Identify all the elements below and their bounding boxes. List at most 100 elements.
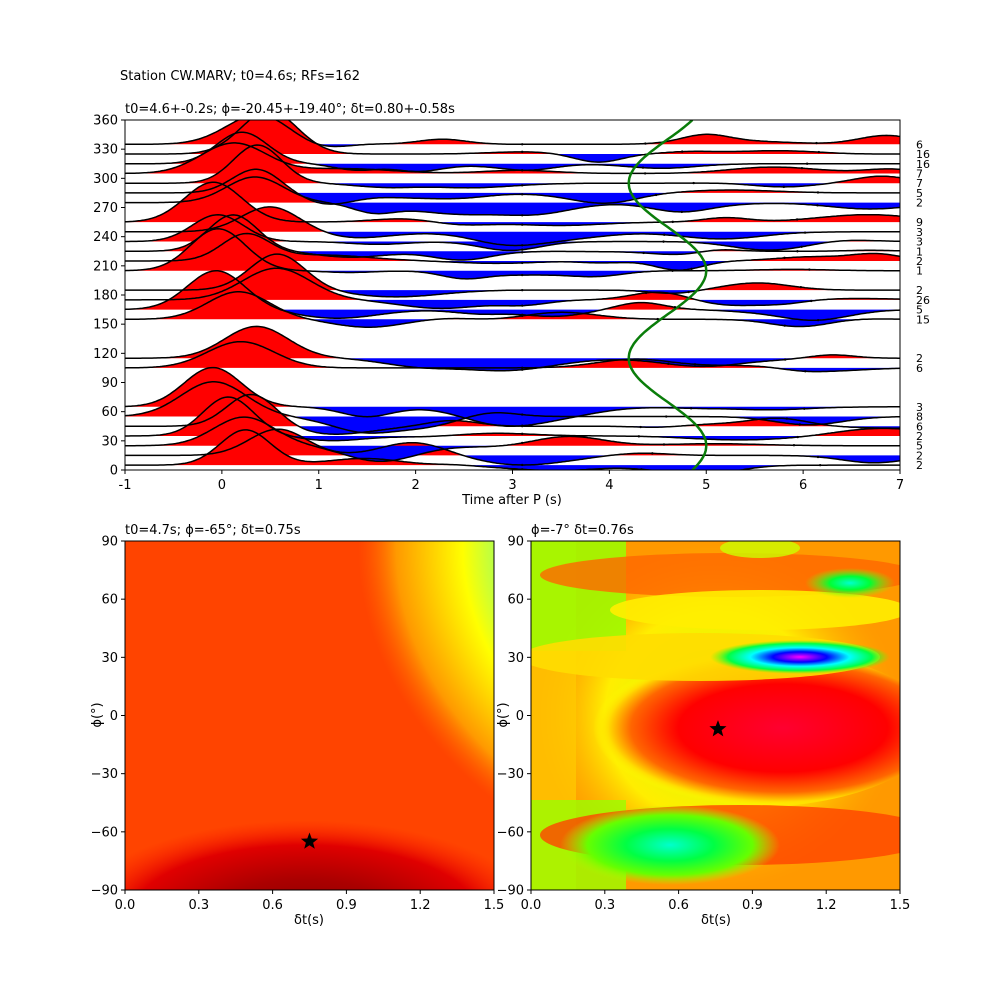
trace-count-label: 15 [916, 313, 930, 326]
trace-count-label: 2 [916, 459, 923, 472]
top-x-tick-label: 2 [411, 478, 419, 493]
trace-marker [785, 417, 789, 420]
heatmap-y-tick-label: −30 [497, 767, 524, 782]
trace-positive-fill [125, 214, 900, 252]
trace-count-label: 2 [916, 430, 923, 443]
top-y-tick-label: 60 [101, 405, 118, 420]
trace-line [125, 214, 900, 261]
trace-line [125, 206, 900, 247]
right-y-axis-label: ϕ(°) [496, 702, 511, 727]
trace-count-label: 3 [916, 401, 923, 414]
trace-count-label: 2 [916, 284, 923, 297]
trace-count-label: 16 [916, 148, 930, 161]
heatmap-y-tick-label: 0 [516, 709, 524, 724]
trace-marker [816, 455, 820, 459]
top-y-tick-label: 240 [93, 230, 118, 245]
trace-line [125, 340, 900, 373]
trace-marker [520, 304, 524, 307]
trace-positive-fill [125, 254, 900, 291]
heatmap-x-tick-label: 0.0 [115, 898, 136, 913]
heatmap-y-tick-label: 30 [507, 651, 524, 666]
trace-marker [800, 245, 803, 248]
trace-marker [805, 162, 809, 165]
top-y-tick-label: 300 [93, 172, 118, 187]
trace-count-label: 26 [916, 294, 930, 307]
trace-marker [800, 166, 804, 170]
heatmap-x-tick-label: 0.6 [262, 898, 283, 913]
trace-marker [795, 218, 799, 221]
trace-line [125, 120, 900, 163]
trace-marker [783, 358, 787, 361]
trace-marker [643, 172, 647, 175]
trace-line [125, 366, 900, 427]
top-x-tick-label: 5 [702, 478, 710, 493]
top-x-axis-label: Time after P (s) [461, 493, 562, 508]
trace-count-label: 2 [916, 449, 923, 462]
trace-marker [783, 256, 786, 260]
predicted-t0-curve [627, 120, 708, 470]
heatmap-y-tick-label: −60 [497, 825, 524, 840]
heatmap-x-tick-label: 0.9 [742, 898, 763, 913]
top-y-tick-label: 360 [93, 114, 118, 129]
trace-marker [520, 168, 524, 172]
trace-marker [644, 142, 647, 145]
trace-marker [816, 204, 819, 207]
heatmap-x-tick-label: 1.2 [816, 898, 837, 913]
trace-marker [520, 248, 524, 251]
trace-marker [796, 435, 799, 439]
trace-positive-fill [125, 120, 900, 145]
heatmap-x-tick-label: 0.3 [188, 898, 209, 913]
top-y-tick-label: 0 [110, 464, 118, 479]
left-panel-title: t0=4.7s; ϕ=-65°; δt=0.75s [125, 523, 301, 538]
trace-count-label: 7 [916, 167, 923, 180]
trace-marker [520, 432, 524, 436]
heatmap-y-tick-label: 30 [101, 651, 118, 666]
best-fit-star-marker [300, 832, 319, 849]
heatmap-x-tick-label: 0.6 [668, 898, 689, 913]
trace-marker [520, 214, 524, 217]
trace-marker [808, 268, 811, 271]
trace-count-label: 6 [916, 138, 923, 151]
trace-marker [667, 362, 670, 366]
trace-line [125, 253, 900, 298]
trace-positive-fill [125, 291, 900, 320]
top-y-tick-label: 90 [101, 376, 118, 391]
heatmap-x-tick-label: 0.9 [336, 898, 357, 913]
trace-line [125, 267, 900, 310]
trace-marker [520, 251, 524, 254]
trace-positive-fill [125, 367, 900, 407]
receiver-function-panel: t0=4.6+-0.2s; ϕ=-20.45+-19.40°; δt=0.80+… [93, 102, 930, 508]
trace-positive-fill [125, 417, 900, 446]
trace-marker [803, 231, 807, 234]
right-panel-title: ϕ=-7° δt=0.76s [531, 523, 634, 538]
right-x-axis-label: δt(s) [701, 913, 731, 928]
trace-marker [796, 250, 799, 253]
trace-line [125, 232, 900, 271]
trace-marker [687, 290, 690, 294]
trace-line [125, 429, 900, 470]
trace-marker [673, 306, 677, 309]
trace-negative-fill [125, 358, 900, 371]
trace-marker [816, 191, 820, 194]
top-y-tick-label: 120 [93, 347, 118, 362]
top-y-tick-label: 180 [93, 289, 118, 304]
trace-marker [792, 444, 796, 447]
trace-marker [654, 193, 658, 197]
trace-marker [644, 291, 648, 295]
trace-line [125, 168, 900, 205]
trace-marker [680, 150, 684, 153]
heatmap-x-tick-label: 0.0 [521, 898, 542, 913]
heatmap-y-tick-label: 90 [507, 535, 524, 550]
best-fit-star-marker [709, 720, 727, 737]
trace-marker [783, 324, 787, 327]
trace-marker [656, 317, 659, 321]
top-y-tick-label: 330 [93, 143, 118, 158]
trace-count-label: 3 [916, 236, 923, 249]
trace-marker [817, 150, 821, 154]
heatmap-y-tick-label: −30 [91, 767, 118, 782]
trace-marker [671, 220, 674, 224]
top-x-tick-label: 6 [799, 478, 807, 493]
trace-marker [520, 313, 524, 317]
trace-marker [799, 285, 803, 289]
trace-count-label: 16 [916, 158, 930, 171]
